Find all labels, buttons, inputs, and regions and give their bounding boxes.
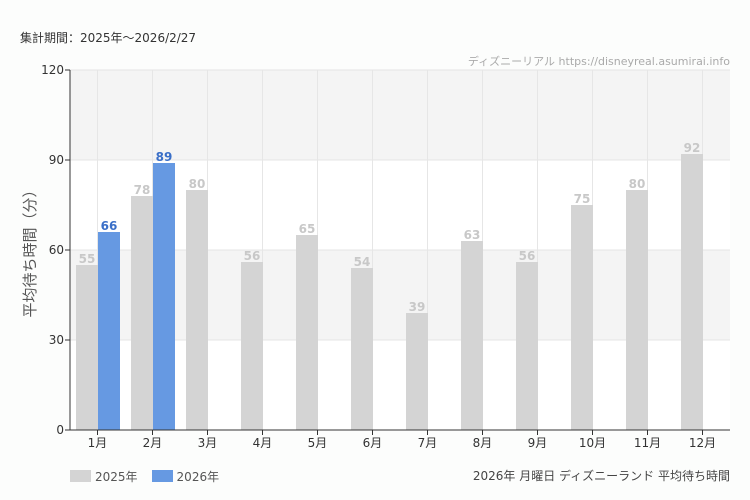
- bar-2025年: [241, 262, 263, 430]
- x-tick-label: 5月: [308, 436, 328, 450]
- data-label: 55: [79, 252, 96, 266]
- legend-item-2025[interactable]: 2025年: [70, 468, 138, 485]
- data-label: 54: [354, 255, 371, 269]
- site-credit: ディズニーリアル https://disneyreal.asumirai.inf…: [467, 55, 730, 68]
- bar-2025年: [186, 190, 208, 430]
- grid-band: [70, 340, 730, 430]
- data-label: 65: [299, 222, 316, 236]
- legend-item-2026[interactable]: 2026年: [151, 468, 220, 485]
- data-label: 92: [684, 141, 701, 155]
- bar-2025年: [626, 190, 648, 430]
- data-label: 80: [189, 177, 206, 191]
- legend-swatch: [151, 470, 173, 482]
- data-label: 80: [629, 177, 646, 191]
- legend-swatch: [70, 470, 91, 482]
- data-label: 75: [574, 192, 591, 206]
- x-tick-label: 6月: [363, 436, 383, 450]
- y-tick-label: 30: [49, 333, 64, 347]
- data-label: 63: [464, 228, 481, 242]
- bar-2025年: [461, 241, 483, 430]
- data-label: 78: [134, 183, 151, 197]
- x-tick-label: 11月: [634, 436, 661, 450]
- bar-2025年: [351, 268, 373, 430]
- data-label: 66: [101, 219, 118, 233]
- bar-2025年: [406, 313, 428, 430]
- y-axis-label: 平均待ち時間（分）: [21, 182, 39, 317]
- bar-2026年: [98, 232, 120, 430]
- data-label: 39: [409, 300, 426, 314]
- grid-band: [70, 160, 730, 250]
- y-tick-label: 60: [49, 243, 64, 257]
- data-label: 56: [244, 249, 261, 263]
- bar-2025年: [516, 262, 538, 430]
- chart-title: 2026年 月曜日 ディズニーランド 平均待ち時間: [472, 469, 730, 483]
- y-tick-label: 90: [49, 153, 64, 167]
- bar-2025年: [681, 154, 703, 430]
- x-tick-label: 1月: [88, 436, 108, 450]
- data-label: 89: [156, 150, 173, 164]
- legend-label: 2025年: [95, 470, 138, 484]
- grid-band: [70, 70, 730, 160]
- x-tick-label: 9月: [528, 436, 548, 450]
- legend-label: 2026年: [176, 470, 220, 484]
- bar-2025年: [571, 205, 593, 430]
- y-tick-label: 0: [56, 423, 64, 437]
- bar-2026年: [153, 163, 175, 430]
- x-tick-label: 8月: [473, 436, 493, 450]
- y-tick-label: 120: [41, 63, 64, 77]
- legend: 2025年 2026年: [70, 468, 219, 485]
- x-tick-label: 7月: [418, 436, 438, 450]
- grid-band: [70, 250, 730, 340]
- x-tick-label: 2月: [143, 436, 163, 450]
- bar-2025年: [296, 235, 318, 430]
- bar-2025年: [131, 196, 153, 430]
- x-tick-label: 12月: [689, 436, 716, 450]
- x-tick-label: 10月: [579, 436, 606, 450]
- period-label: 集計期間：2025年～2026/2/27: [20, 31, 197, 45]
- x-tick-label: 4月: [253, 436, 273, 450]
- data-label: 56: [519, 249, 536, 263]
- bar-2025年: [76, 265, 98, 430]
- x-tick-label: 3月: [198, 436, 218, 450]
